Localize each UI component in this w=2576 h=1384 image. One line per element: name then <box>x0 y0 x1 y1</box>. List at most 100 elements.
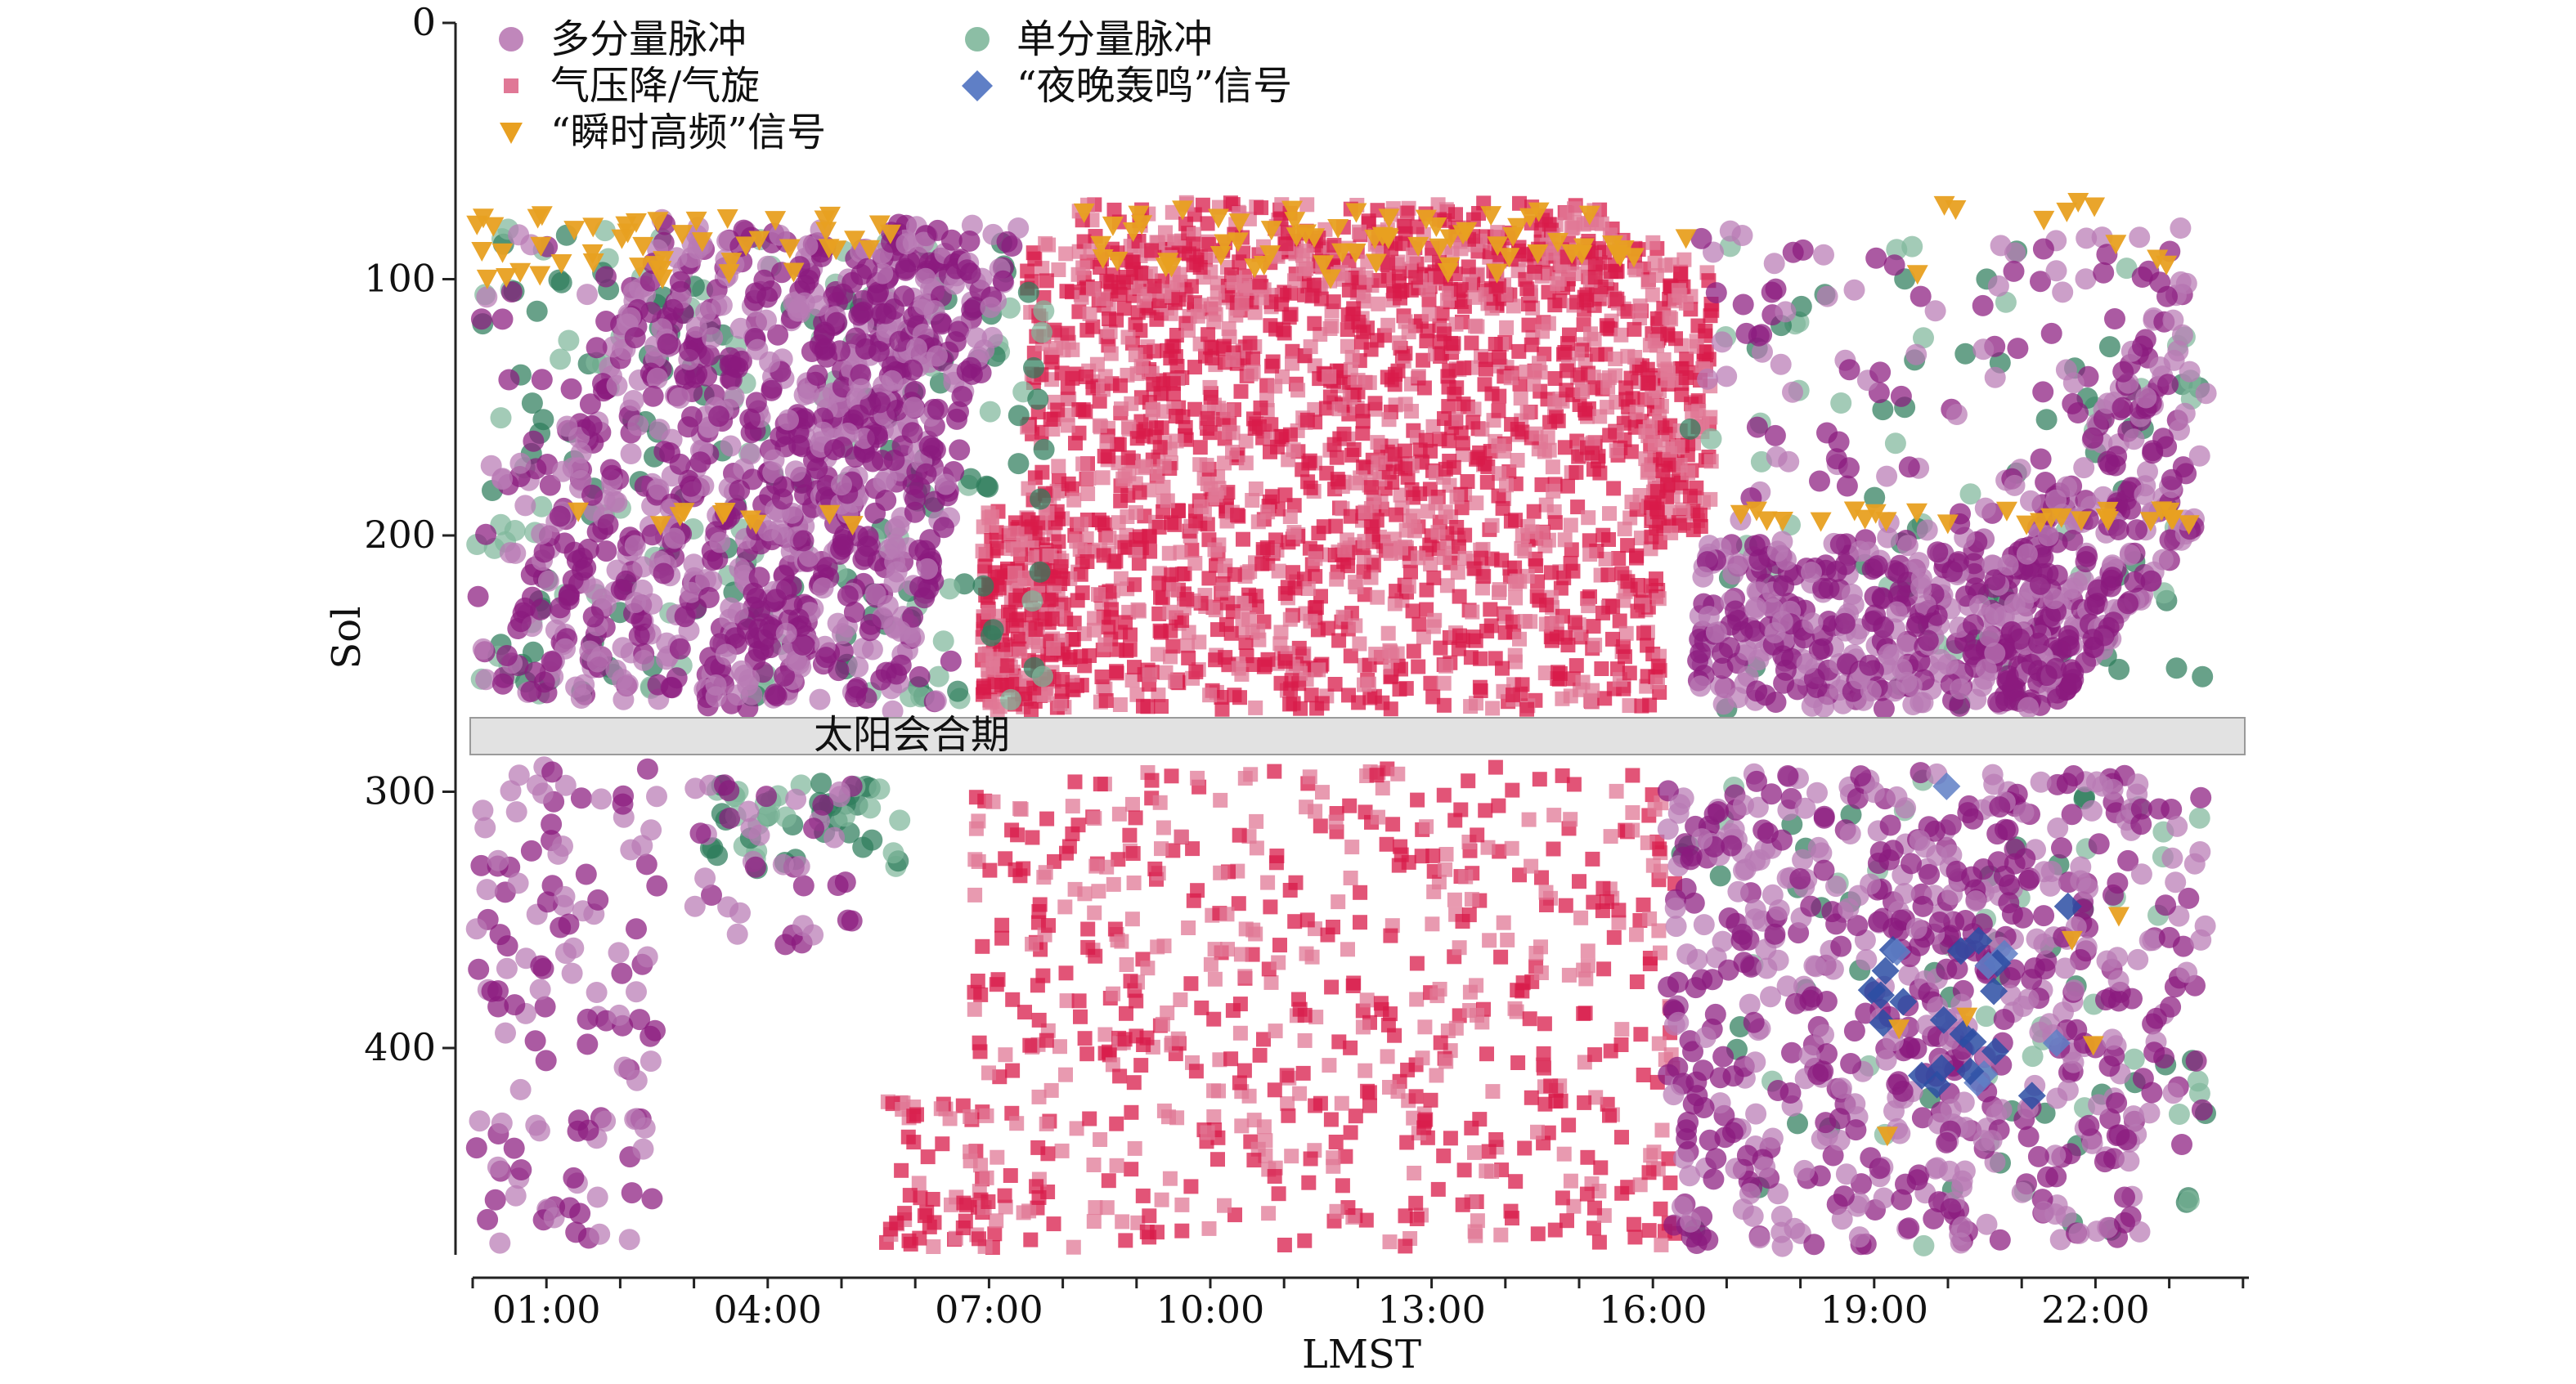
data-point <box>976 475 998 497</box>
data-point <box>1506 688 1520 703</box>
data-point <box>1124 911 1140 927</box>
data-point <box>1580 943 1595 959</box>
data-point <box>1342 798 1358 813</box>
data-point <box>911 1176 927 1191</box>
data-point <box>1642 956 1658 972</box>
data-point <box>1146 401 1161 417</box>
data-point <box>1118 1233 1133 1248</box>
data-point <box>787 300 809 322</box>
data-point <box>1426 570 1442 585</box>
data-point <box>1382 1234 1398 1250</box>
data-point <box>679 340 700 362</box>
data-point <box>1556 1146 1572 1162</box>
data-point <box>1341 282 1357 298</box>
data-point <box>1267 1082 1282 1098</box>
data-point <box>1248 700 1263 715</box>
data-point <box>1097 1027 1113 1042</box>
data-point <box>1200 216 1215 231</box>
data-point <box>1477 377 1492 392</box>
data-point <box>2106 446 2128 468</box>
data-point <box>1417 1019 1433 1035</box>
data-point <box>1288 875 1304 890</box>
data-point <box>1031 321 1052 343</box>
data-point <box>1352 636 1367 652</box>
data-point <box>1371 809 1385 825</box>
data-point <box>985 794 1001 809</box>
data-point <box>970 974 985 988</box>
data-point <box>1380 1017 1396 1032</box>
data-point <box>1003 526 1019 541</box>
data-point <box>1444 245 1460 261</box>
data-point <box>1399 1135 1415 1150</box>
data-point <box>1058 965 1074 981</box>
data-point <box>2165 657 2188 679</box>
data-point <box>677 416 699 438</box>
data-point <box>1112 1068 1128 1084</box>
data-point <box>1343 1040 1358 1055</box>
data-point <box>1104 602 1120 617</box>
data-point <box>705 674 727 696</box>
data-point <box>2108 658 2130 680</box>
data-point <box>1515 983 1530 999</box>
data-point <box>1630 578 1645 593</box>
data-point <box>944 1197 958 1212</box>
data-point <box>1522 1011 1537 1027</box>
data-point <box>1353 885 1368 900</box>
data-point <box>1560 1213 1574 1229</box>
data-point <box>947 680 969 702</box>
data-point <box>1165 338 1180 354</box>
data-point <box>709 531 731 553</box>
data-point <box>1142 667 1157 683</box>
data-point <box>999 658 1015 674</box>
data-point <box>1580 1149 1595 1165</box>
data-point <box>1017 281 1039 303</box>
data-point <box>1453 282 1469 298</box>
data-point <box>1238 635 1254 650</box>
data-point <box>1193 499 1209 514</box>
data-point <box>617 674 639 696</box>
data-point <box>1572 874 1586 889</box>
data-point <box>1547 515 1563 531</box>
data-point <box>1206 1011 1222 1027</box>
data-point <box>1510 1055 1526 1070</box>
data-point <box>1436 697 1452 713</box>
data-point <box>1573 367 1588 383</box>
data-point <box>1329 1203 1344 1219</box>
data-point <box>531 495 553 517</box>
data-point <box>1151 576 1167 591</box>
data-point <box>984 509 999 525</box>
data-point <box>1060 380 1075 396</box>
data-point <box>475 669 497 691</box>
data-point <box>581 414 603 437</box>
data-point <box>1583 326 1598 342</box>
data-point <box>981 1194 996 1209</box>
data-point <box>1468 1228 1483 1243</box>
data-point <box>767 324 789 346</box>
data-point <box>674 606 696 628</box>
data-point <box>1328 814 1344 830</box>
data-point <box>1021 481 1036 496</box>
data-point <box>1116 301 1132 316</box>
data-point <box>901 359 923 381</box>
data-point <box>1009 1116 1025 1131</box>
data-point <box>1398 1208 1413 1224</box>
data-point <box>1602 1108 1617 1123</box>
data-point <box>597 513 619 535</box>
data-point <box>1039 505 1055 521</box>
data-point <box>1220 942 1235 957</box>
data-point <box>504 520 526 541</box>
data-point <box>1623 444 1639 459</box>
data-point <box>1303 339 1318 355</box>
data-point <box>1127 577 1142 593</box>
data-point <box>1430 1181 1446 1197</box>
data-point <box>1488 337 1503 352</box>
data-point <box>575 557 597 579</box>
data-point <box>1188 664 1204 679</box>
data-point <box>1340 1200 1356 1216</box>
data-point <box>994 917 1010 933</box>
data-point <box>1460 474 1475 489</box>
data-point <box>1355 403 1371 419</box>
data-point <box>647 674 669 696</box>
data-point <box>1470 319 1485 334</box>
data-point <box>1362 375 1377 391</box>
